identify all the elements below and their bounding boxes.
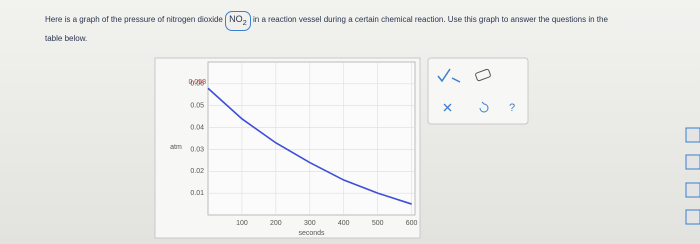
y-tick-label: 0.06 [190,81,204,88]
x-tick-label: 600 [406,220,418,227]
y-tick-label: 0.03 [190,146,204,153]
intro-text: table below. [45,33,88,43]
y-tick-label: 0.02 [190,168,204,175]
help-button[interactable]: ? [509,102,515,114]
x-tick-label: 100 [236,220,248,227]
side-icon[interactable] [685,182,700,198]
y-tick-label: 0.01 [190,190,204,197]
formula-subscript: 2 [242,17,247,27]
undo-button[interactable] [479,101,489,113]
side-icon[interactable] [685,209,700,225]
toolbar [427,57,529,125]
x-axis-label: seconds [298,230,325,237]
plot-area [207,61,416,216]
intro-text: in a reaction vessel during a certain ch… [253,15,608,24]
x-tick-label: 300 [304,220,316,227]
formula: NO2 [225,11,251,31]
y-tick-label: 0.05 [190,103,204,110]
x-tick-label: 400 [338,220,350,227]
x-tick-label: 200 [270,220,282,227]
x-tick-label: 500 [372,220,384,227]
check-tool[interactable] [437,68,461,83]
y-axis-label: atm [170,144,182,151]
side-icon[interactable] [685,127,700,143]
y-tick-label: 0.04 [190,124,204,131]
intro-text: Here is a graph of the pressure of nitro… [45,15,223,24]
clear-button[interactable] [443,103,452,112]
eraser-tool[interactable] [475,68,491,82]
annotation: 0.058 [188,79,206,86]
formula-text: NO [229,14,243,24]
instructions: Here is a graph of the pressure of nitro… [45,11,685,46]
side-icon[interactable] [685,154,700,170]
data-line [207,87,412,205]
